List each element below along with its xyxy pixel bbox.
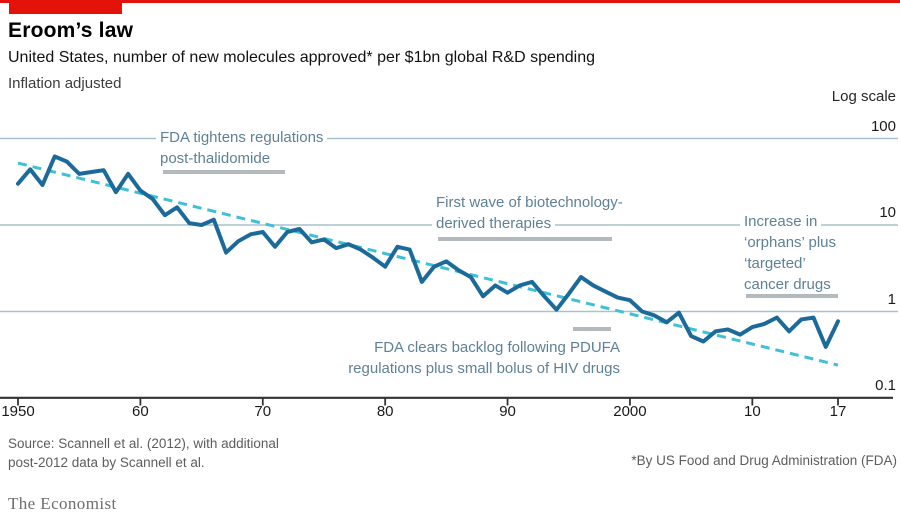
inflation-note: Inflation adjusted	[8, 75, 122, 92]
chart-subtitle: United States, number of new molecules a…	[8, 49, 596, 66]
x-axis-label: 1950	[1, 403, 35, 420]
log-scale-label: Log scale	[831, 88, 896, 105]
y-axis-label: 0.1	[875, 377, 896, 394]
annotation-text: regulations plus small bolus of HIV drug…	[344, 358, 624, 379]
annotation-text: cancer drugs	[740, 274, 835, 295]
annotation-underline-bar	[438, 237, 612, 241]
annotation-text: FDA tightens regulations	[156, 127, 328, 148]
y-axis-label: 10	[879, 204, 896, 221]
trend-line	[17, 161, 839, 367]
page-title: Eroom’s law	[8, 19, 134, 42]
red-accent-tab	[9, 0, 122, 14]
annotation-text: FDA clears backlog following PDUFA	[370, 337, 624, 358]
x-axis-label: 2000	[613, 403, 647, 420]
x-axis-label: 90	[499, 403, 516, 420]
x-axis-label: 70	[254, 403, 272, 420]
annotation-pointer-bar	[573, 327, 611, 331]
x-axis-label: 80	[376, 403, 394, 420]
annotation-text: post-thalidomide	[156, 148, 275, 169]
source-note: Source: Scannell et al. (2012), with add…	[8, 436, 279, 451]
annotation-underline-bar	[746, 294, 838, 298]
annotation-underline-bar	[163, 170, 285, 174]
annotation-thalidomide: FDA tightens regulations post-thalidomid…	[156, 127, 328, 169]
top-red-rule	[0, 0, 900, 3]
annotation-text: First wave of biotechnology-	[432, 192, 627, 213]
x-axis-label: 10	[743, 403, 761, 420]
source-note: post-2012 data by Scannell et al.	[8, 455, 205, 470]
y-axis-label: 100	[870, 117, 896, 135]
publisher-brand: The Economist	[8, 494, 117, 513]
y-axis-label: 1	[887, 290, 896, 308]
data-line	[16, 154, 840, 349]
annotation-biotech: First wave of biotechnology- derived the…	[432, 192, 627, 234]
annotation-text: Increase in	[740, 211, 822, 232]
annotation-orphans: Increase in ‘orphans’ plus ‘targeted’ ca…	[740, 211, 840, 295]
x-axis-label: 60	[132, 403, 149, 420]
fda-footnote: *By US Food and Drug Administration (FDA…	[631, 453, 897, 468]
annotation-pdufa: FDA clears backlog following PDUFA regul…	[344, 337, 624, 379]
annotation-text: derived therapies	[432, 213, 556, 234]
annotation-text: ‘orphans’ plus	[740, 232, 840, 253]
x-axis-label: 17	[829, 403, 847, 420]
annotation-text: ‘targeted’	[740, 253, 810, 274]
